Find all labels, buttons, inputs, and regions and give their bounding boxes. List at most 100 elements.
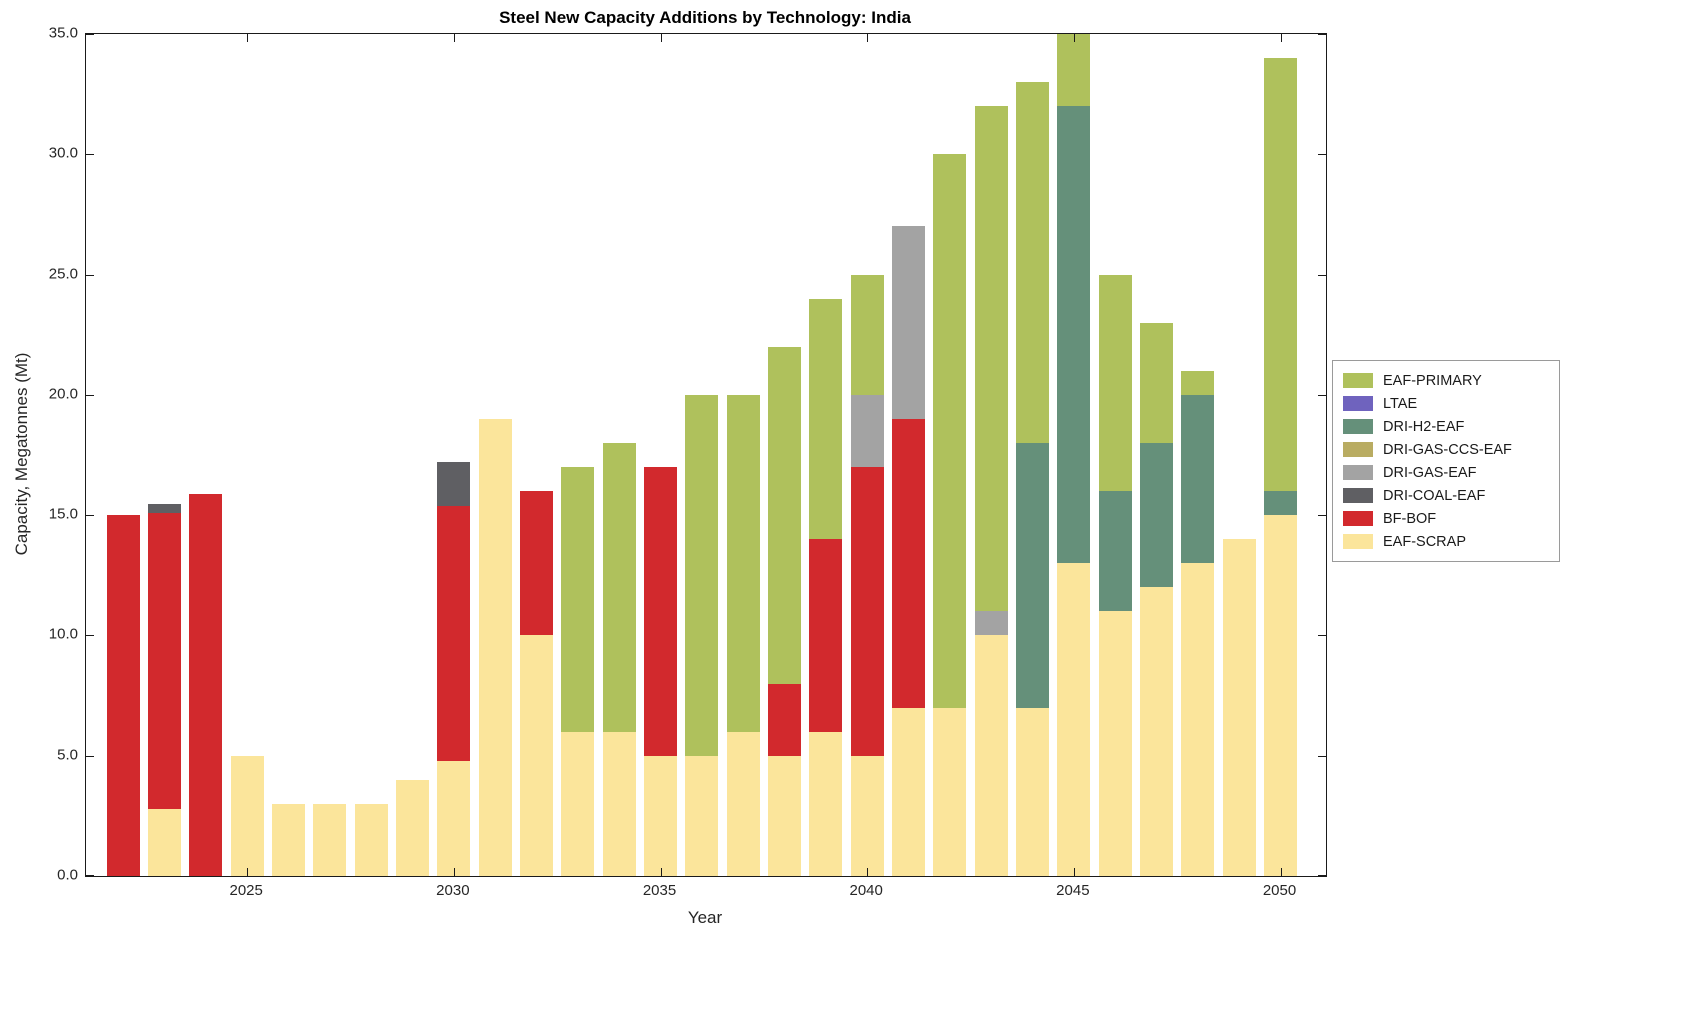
axis-tick: [1073, 868, 1075, 876]
chart-title: Steel New Capacity Additions by Technolo…: [499, 8, 911, 27]
bar-segment: [685, 394, 719, 756]
axis-tick: [86, 635, 94, 637]
bar-segment: [1098, 274, 1132, 492]
bar-segment: [809, 539, 843, 732]
x-tick-label: 2040: [849, 882, 883, 899]
legend-label: BF-BOF: [1383, 510, 1437, 527]
bar-segment: [1222, 539, 1256, 876]
y-tick-label: 5.0: [57, 746, 78, 764]
bar-segment: [1140, 322, 1174, 443]
legend-swatch: [1343, 534, 1373, 549]
y-tick-label: 0.0: [57, 866, 78, 884]
bar-segment: [892, 707, 926, 876]
axis-tick: [1318, 34, 1326, 35]
y-tick-label: 10.0: [48, 625, 78, 643]
axis-tick: [86, 154, 94, 156]
legend-entry: EAF-SCRAP: [1343, 530, 1549, 553]
legend-label: EAF-PRIMARY: [1383, 372, 1482, 389]
legend-swatch: [1343, 373, 1373, 388]
bar-segment: [850, 394, 884, 468]
y-tick-label: 20.0: [48, 385, 78, 403]
bar-segment: [1098, 611, 1132, 876]
x-tick-label: 2025: [229, 882, 263, 899]
x-tick-label: 2035: [642, 882, 677, 899]
bar-segment: [1098, 491, 1132, 612]
axis-tick: [86, 875, 94, 876]
bar-segment: [1140, 443, 1174, 588]
bar-segment: [272, 803, 306, 876]
bar-segment: [809, 298, 843, 540]
bar-segment: [148, 808, 182, 876]
x-tick-label: 2030: [436, 882, 470, 899]
bar-segment: [892, 418, 926, 708]
axis-tick: [453, 34, 455, 42]
axis-tick: [1318, 635, 1326, 637]
axis-tick: [86, 394, 94, 396]
y-tick-label: 30.0: [48, 144, 78, 162]
bar-segment: [809, 731, 843, 876]
legend: EAF-PRIMARY LTAE DRI-H2-EAF DRI-GAS-CCS-EAF…: [1332, 360, 1560, 562]
legend-swatch: [1343, 442, 1373, 457]
y-tick-label: 25.0: [48, 265, 78, 283]
bar-segment: [768, 346, 802, 684]
bar-segment: [850, 467, 884, 756]
axis-tick: [86, 274, 94, 276]
legend-entry: LTAE: [1343, 392, 1549, 415]
bar-segment: [1181, 370, 1215, 395]
axis-tick: [1073, 34, 1075, 42]
bar-segment: [1264, 515, 1298, 876]
y-axis-label: Capacity, Megatonnes (Mt): [12, 352, 31, 556]
bar-segment: [974, 635, 1008, 876]
bar-segment: [437, 505, 471, 761]
bar-segment: [726, 731, 760, 876]
legend-entry: DRI-COAL-EAF: [1343, 484, 1549, 507]
legend-label: DRI-GAS-EAF: [1383, 464, 1477, 481]
legend-entry: DRI-H2-EAF: [1343, 415, 1549, 438]
x-tick-label: 2045: [1056, 882, 1090, 899]
y-tick-label: 15.0: [48, 505, 78, 523]
bar-segment: [850, 755, 884, 876]
bar-segment: [1264, 491, 1298, 516]
legend-swatch: [1343, 465, 1373, 480]
axis-tick: [1318, 515, 1326, 517]
bar-segment: [644, 755, 678, 876]
plot-area: [85, 33, 1327, 877]
bar-segment: [974, 106, 1008, 612]
bar-segment: [1057, 563, 1091, 876]
bar-segment: [148, 504, 182, 513]
x-tick-label: 2050: [1262, 882, 1297, 899]
bar-segment: [1016, 82, 1050, 443]
bar-segment: [768, 755, 802, 876]
axis-tick: [660, 34, 662, 42]
bar-segment: [768, 683, 802, 756]
bar-segment: [1057, 34, 1091, 107]
legend-entry: BF-BOF: [1343, 507, 1549, 530]
axis-tick: [1280, 868, 1282, 876]
axis-tick: [867, 34, 869, 42]
bar-segment: [478, 418, 512, 876]
bar-segment: [1016, 707, 1050, 876]
bar-segment: [850, 274, 884, 395]
legend-label: EAF-SCRAP: [1383, 533, 1466, 550]
legend-label: DRI-GAS-CCS-EAF: [1383, 441, 1512, 458]
bar-segment: [1140, 587, 1174, 876]
axis-tick: [867, 868, 869, 876]
bar-segment: [354, 803, 388, 876]
bar-segment: [1264, 58, 1298, 492]
bar-segment: [602, 443, 636, 732]
axis-tick: [1318, 755, 1326, 757]
axis-tick: [86, 515, 94, 517]
bar-segment: [396, 779, 430, 876]
bar-segment: [313, 803, 347, 876]
legend-entry: DRI-GAS-EAF: [1343, 461, 1549, 484]
bar-segment: [1181, 394, 1215, 564]
legend-swatch: [1343, 396, 1373, 411]
axis-tick: [1318, 274, 1326, 276]
legend-swatch: [1343, 511, 1373, 526]
bar-segment: [561, 467, 595, 732]
bar-segment: [974, 611, 1008, 636]
legend-swatch: [1343, 419, 1373, 434]
bar-segment: [106, 515, 140, 876]
axis-tick: [1318, 394, 1326, 396]
